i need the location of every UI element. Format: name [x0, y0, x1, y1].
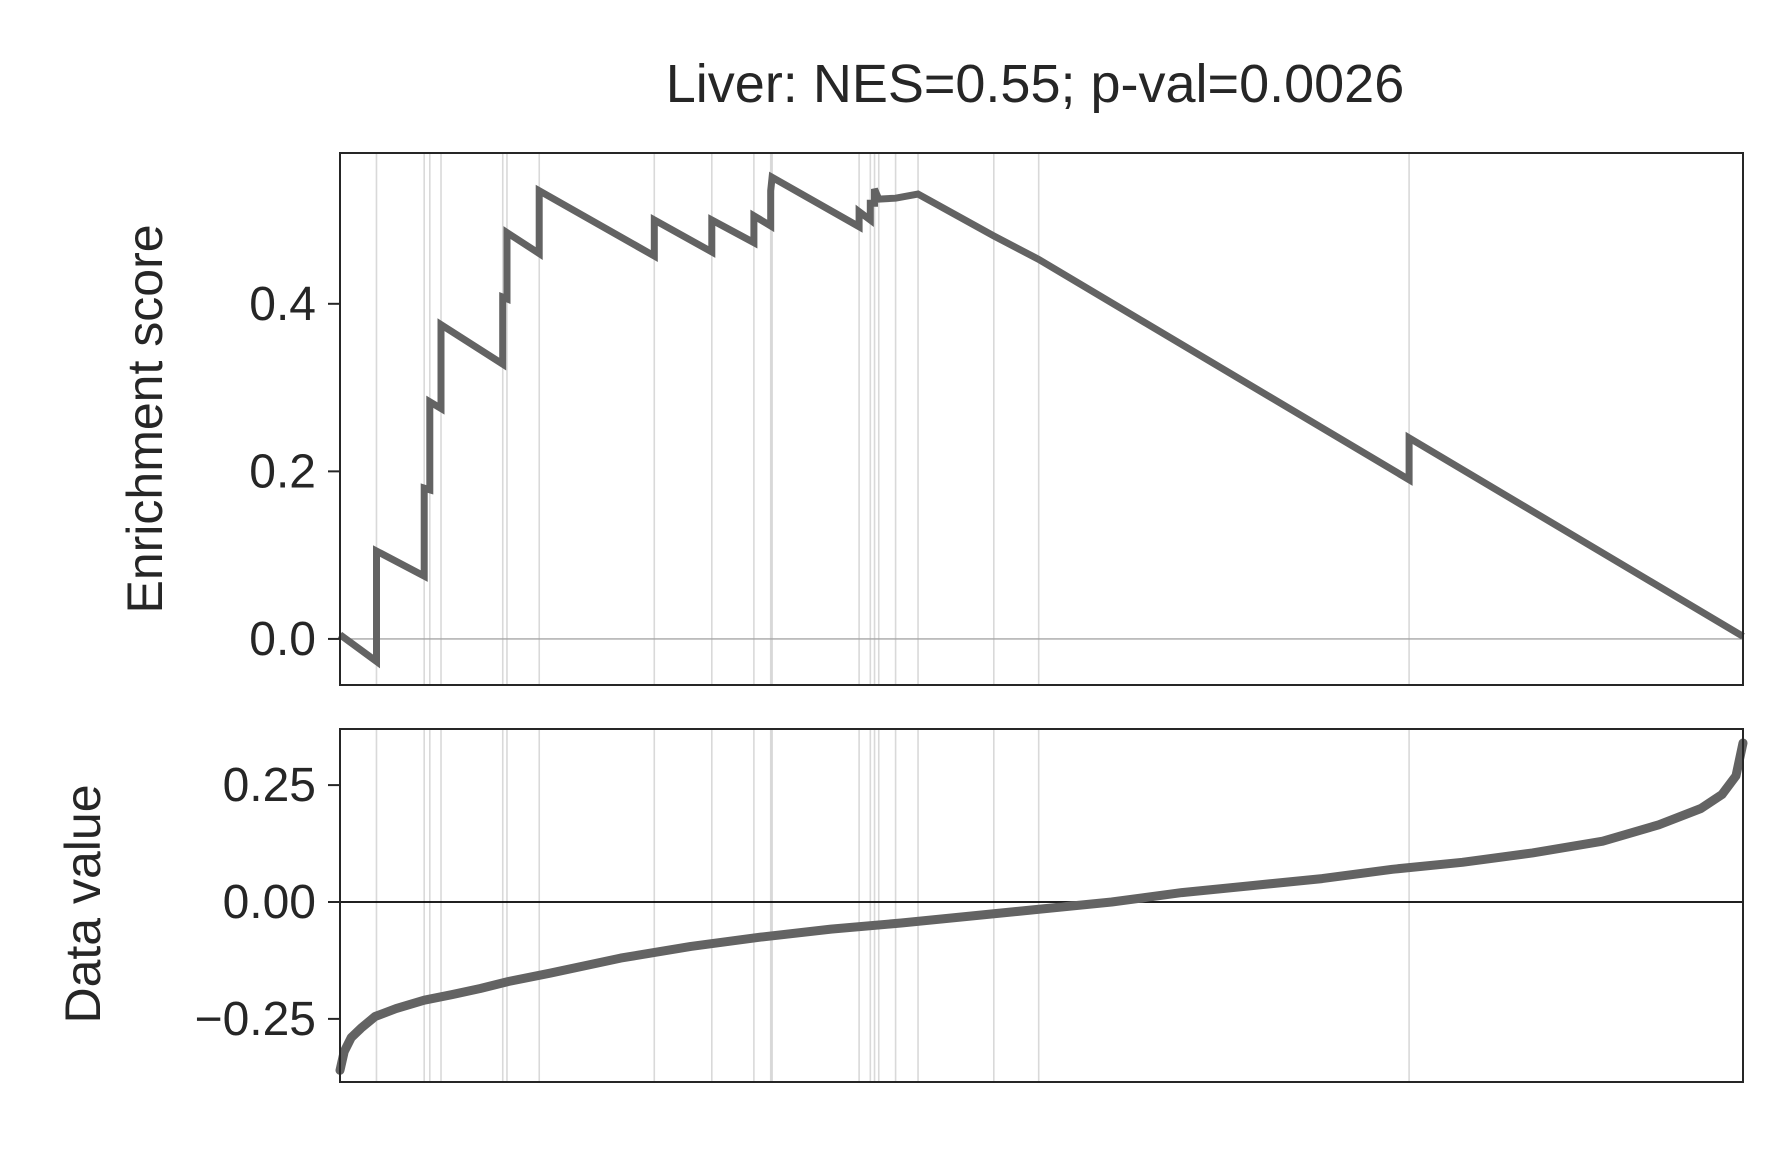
- chart-title: Liver: NES=0.55; p-val=0.0026: [666, 54, 1404, 114]
- data-value-panel: −0.25 0.00 0.25 Data value: [55, 728, 1748, 1083]
- dv-axes-frame: [339, 728, 1744, 1083]
- enrichment-score-line: [337, 171, 1745, 669]
- es-hit-lines: [375, 153, 1410, 685]
- es-axes-frame: [339, 152, 1744, 686]
- dv-y-ticks: −0.25 0.00 0.25: [195, 759, 340, 1046]
- y-tick-label: 0.2: [249, 445, 316, 498]
- es-y-ticks: 0.0 0.2 0.4: [249, 278, 340, 666]
- es-y-axis-label: Enrichment score: [117, 224, 173, 613]
- dv-hit-lines: [375, 729, 1410, 1082]
- data-value-line: [335, 738, 1748, 1075]
- y-tick-label: 0.25: [223, 759, 316, 812]
- dv-y-axis-label: Data value: [55, 784, 111, 1023]
- y-tick-label: 0.00: [223, 876, 316, 929]
- y-tick-label: −0.25: [195, 993, 316, 1046]
- y-tick-label: 0.0: [249, 613, 316, 666]
- enrichment-score-panel: 0.0 0.2 0.4 Enrichment score: [117, 152, 1745, 686]
- y-tick-label: 0.4: [249, 278, 316, 331]
